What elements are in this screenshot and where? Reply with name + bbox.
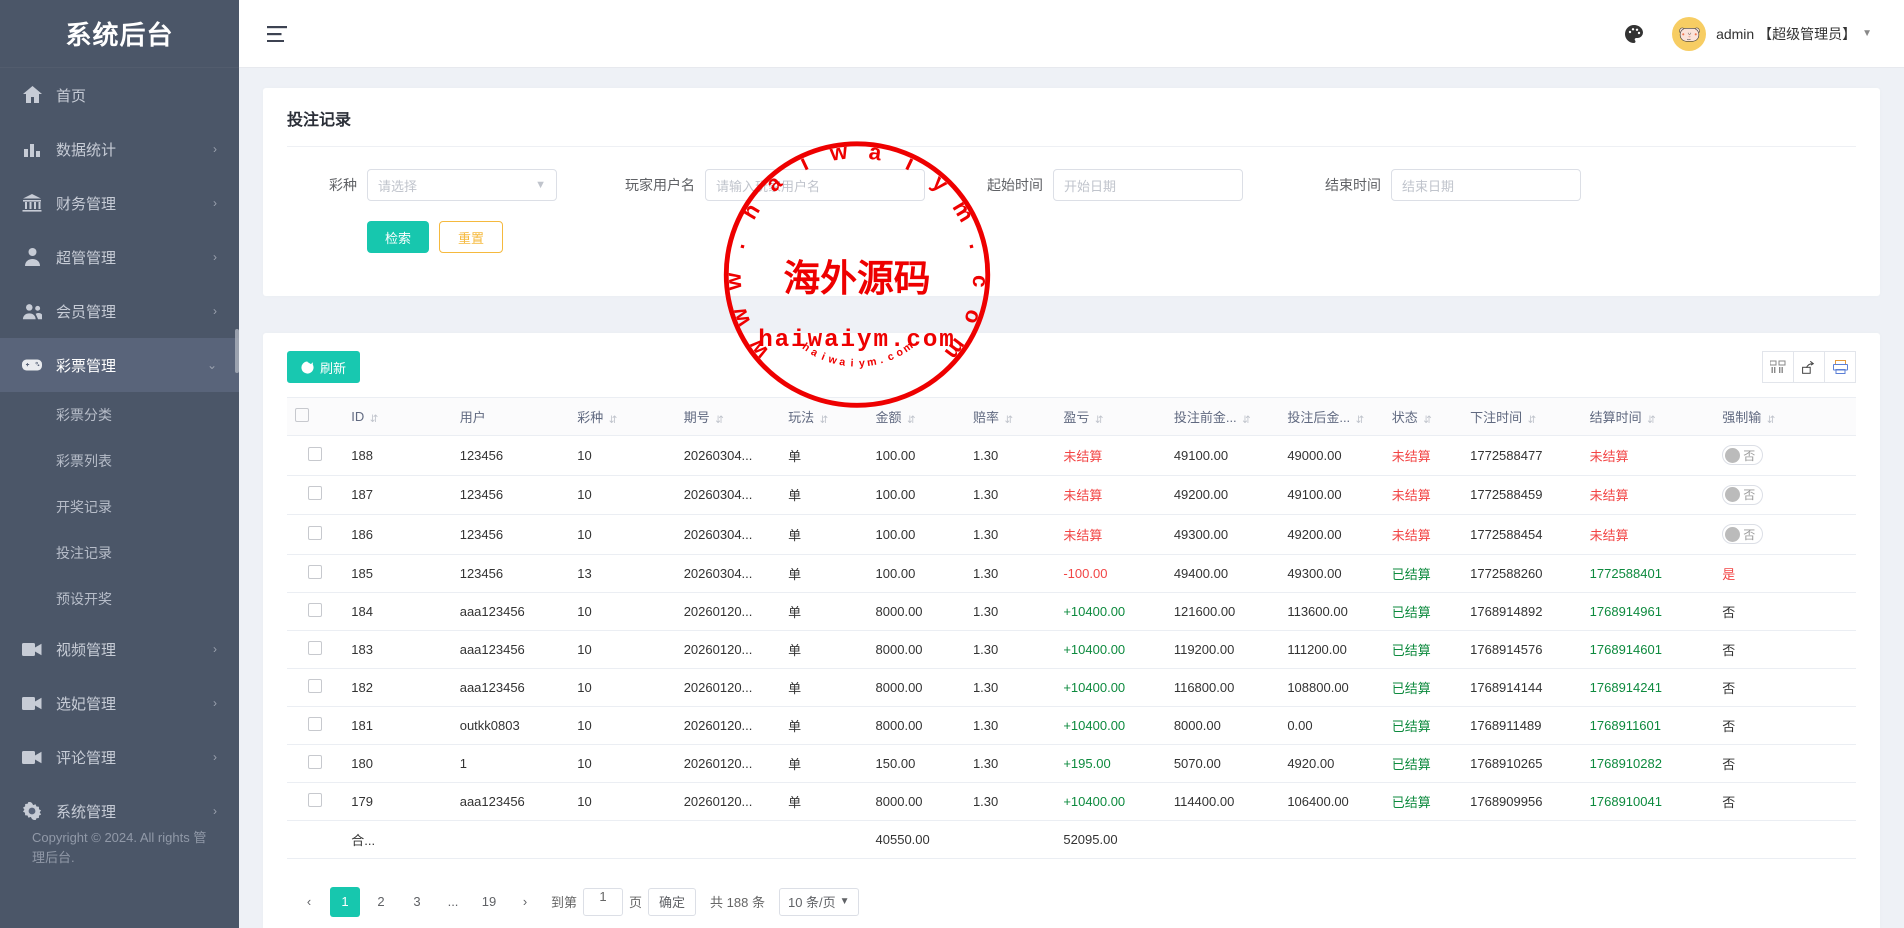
svg-text:y: y (859, 357, 866, 369)
svg-text:c: c (968, 274, 994, 288)
svg-text:haiwaiym.com: haiwaiym.com (758, 327, 956, 354)
svg-text:m: m (866, 356, 877, 369)
svg-text:w: w (826, 353, 839, 367)
svg-text:w: w (720, 271, 746, 291)
svg-text:a: a (838, 356, 846, 369)
svg-text:海外源码: 海外源码 (783, 258, 930, 299)
svg-text:a: a (867, 139, 884, 166)
svg-text:i: i (850, 357, 854, 369)
svg-text:.: . (878, 354, 884, 366)
